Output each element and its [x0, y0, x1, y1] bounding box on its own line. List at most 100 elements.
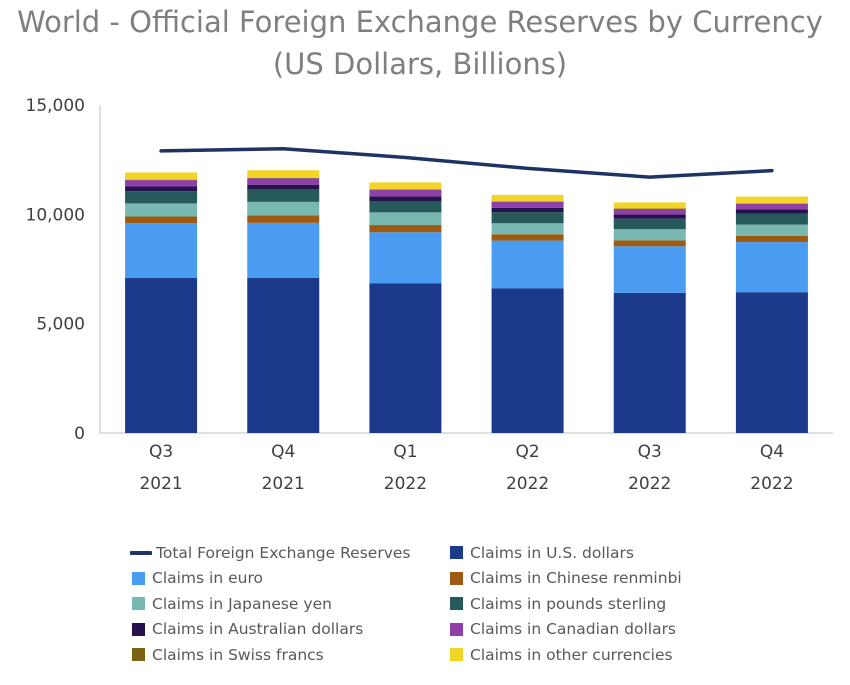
legend-item: Claims in Canadian dollars — [448, 620, 768, 638]
bar-segment — [735, 235, 808, 243]
legend-label: Claims in pounds sterling — [470, 594, 667, 613]
bar-segment — [491, 240, 564, 289]
bar-segment — [247, 177, 320, 179]
bar-segment — [125, 203, 198, 217]
x-tick-label-quarter: Q2 — [515, 442, 539, 462]
bar-segment — [491, 201, 564, 208]
bar-segment — [491, 194, 564, 202]
bar-segment — [369, 212, 442, 226]
legend-color-swatch — [450, 622, 463, 636]
bar-segment — [247, 222, 320, 278]
bar-segment — [369, 232, 442, 284]
x-tick-label-year: 2022 — [384, 474, 427, 494]
bar-segment — [491, 207, 564, 213]
legend-row: Claims in euro Claims in Chinese renminbi — [130, 566, 770, 592]
x-tick-label-quarter: Q4 — [760, 442, 784, 462]
bar-segment — [125, 223, 198, 278]
bar-segment — [613, 214, 686, 219]
bar-segment — [613, 218, 686, 230]
legend-line-swatch — [130, 550, 152, 555]
y-tick-label: 10,000 — [26, 205, 85, 225]
legend-color-swatch — [132, 622, 145, 636]
x-tick-label-quarter: Q3 — [149, 442, 173, 462]
legend-color-swatch — [450, 546, 463, 560]
x-tick-label-quarter: Q1 — [393, 442, 417, 462]
legend-color-swatch — [132, 648, 145, 662]
bar-segment — [613, 229, 686, 241]
x-tick-label-year: 2021 — [139, 474, 182, 494]
bar-segment — [491, 212, 564, 224]
bar-segment — [613, 240, 686, 247]
legend-item: Total Foreign Exchange Reserves — [130, 544, 448, 562]
bar-segment — [491, 234, 564, 241]
bar-segment — [125, 216, 198, 224]
legend-label: Claims in Canadian dollars — [470, 620, 677, 639]
bar-segment — [735, 224, 808, 236]
legend-item: Claims in Japanese yen — [130, 595, 448, 613]
x-tick-label-year: 2021 — [262, 474, 305, 494]
bar-segment — [125, 180, 198, 187]
legend-color-swatch — [132, 571, 145, 585]
legend-item: Claims in Swiss francs — [130, 646, 448, 664]
chart-legend: Total Foreign Exchange Reserves Claims in… — [130, 540, 770, 668]
bar-segment — [735, 209, 808, 214]
bar-segment — [613, 246, 686, 293]
legend-color-swatch — [450, 597, 463, 611]
y-tick-label: 0 — [74, 424, 85, 444]
bar-segment — [369, 182, 442, 190]
bar-segment — [125, 277, 198, 433]
legend-item: Claims in Australian dollars — [130, 620, 448, 638]
bar-segment — [735, 292, 808, 433]
legend-item: Claims in euro — [130, 569, 448, 587]
bar-segment — [247, 178, 320, 185]
bar-segment — [125, 186, 198, 192]
y-tick-labels: 0 5,000 10,000 15,000 — [26, 96, 85, 444]
bar-segment — [247, 277, 320, 433]
legend-label: Claims in euro — [152, 569, 263, 588]
bar-segment — [369, 189, 442, 197]
axes — [99, 105, 833, 434]
bar-series — [125, 170, 808, 433]
legend-label: Total Foreign Exchange Reserves — [156, 543, 411, 562]
legend-label: Claims in other currencies — [470, 645, 673, 664]
legend-color-swatch — [450, 571, 463, 585]
legend-item: Claims in other currencies — [448, 646, 768, 664]
legend-item: Claims in pounds sterling — [448, 595, 768, 613]
x-tick-label-quarter: Q3 — [638, 442, 662, 462]
y-tick-label: 5,000 — [36, 315, 85, 335]
legend-row: Claims in Swiss francs Claims in other cu… — [130, 642, 770, 668]
total-line-series — [159, 146, 774, 179]
legend-label: Claims in U.S. dollars — [470, 543, 634, 562]
bar-segment — [369, 196, 442, 201]
bar-segment — [247, 170, 320, 178]
stacked-bar-chart: Q3 2021 Q4 2021 Q1 2022 Q2 2022 Q3 2022 Q4 2022 0 5,… — [26, 96, 833, 494]
bar-segment — [369, 225, 442, 233]
bar-segment — [125, 191, 198, 204]
legend-color-swatch — [450, 648, 463, 662]
x-tick-label-year: 2022 — [750, 474, 793, 494]
x-tick-label-year: 2022 — [506, 474, 549, 494]
bar-segment — [125, 172, 198, 180]
x-tick-label-year: 2022 — [628, 474, 671, 494]
legend-item: Claims in Chinese renminbi — [448, 569, 768, 587]
bar-segment — [369, 200, 442, 213]
bar-segment — [735, 242, 808, 293]
bar-segment — [735, 203, 808, 210]
bar-segment — [491, 288, 564, 433]
legend-label: Claims in Swiss francs — [152, 645, 324, 664]
legend-item: Claims in U.S. dollars — [448, 544, 768, 562]
legend-label: Claims in Chinese renminbi — [470, 569, 682, 588]
bar-segment — [735, 196, 808, 204]
bar-segment — [613, 202, 686, 209]
legend-row: Claims in Australian dollars Claims in Ca… — [130, 617, 770, 643]
bar-segment — [613, 208, 686, 215]
legend-row: Claims in Japanese yen Claims in pounds s… — [130, 591, 770, 617]
bar-segment — [369, 283, 442, 433]
legend-color-swatch — [132, 597, 145, 611]
bar-segment — [247, 189, 320, 202]
legend-label: Claims in Australian dollars — [152, 620, 364, 639]
chart-subtitle: (US Dollars, Billions) — [272, 47, 568, 81]
bar-segment — [247, 201, 320, 216]
bar-segment — [735, 213, 808, 225]
total-reserves-line — [159, 146, 774, 179]
